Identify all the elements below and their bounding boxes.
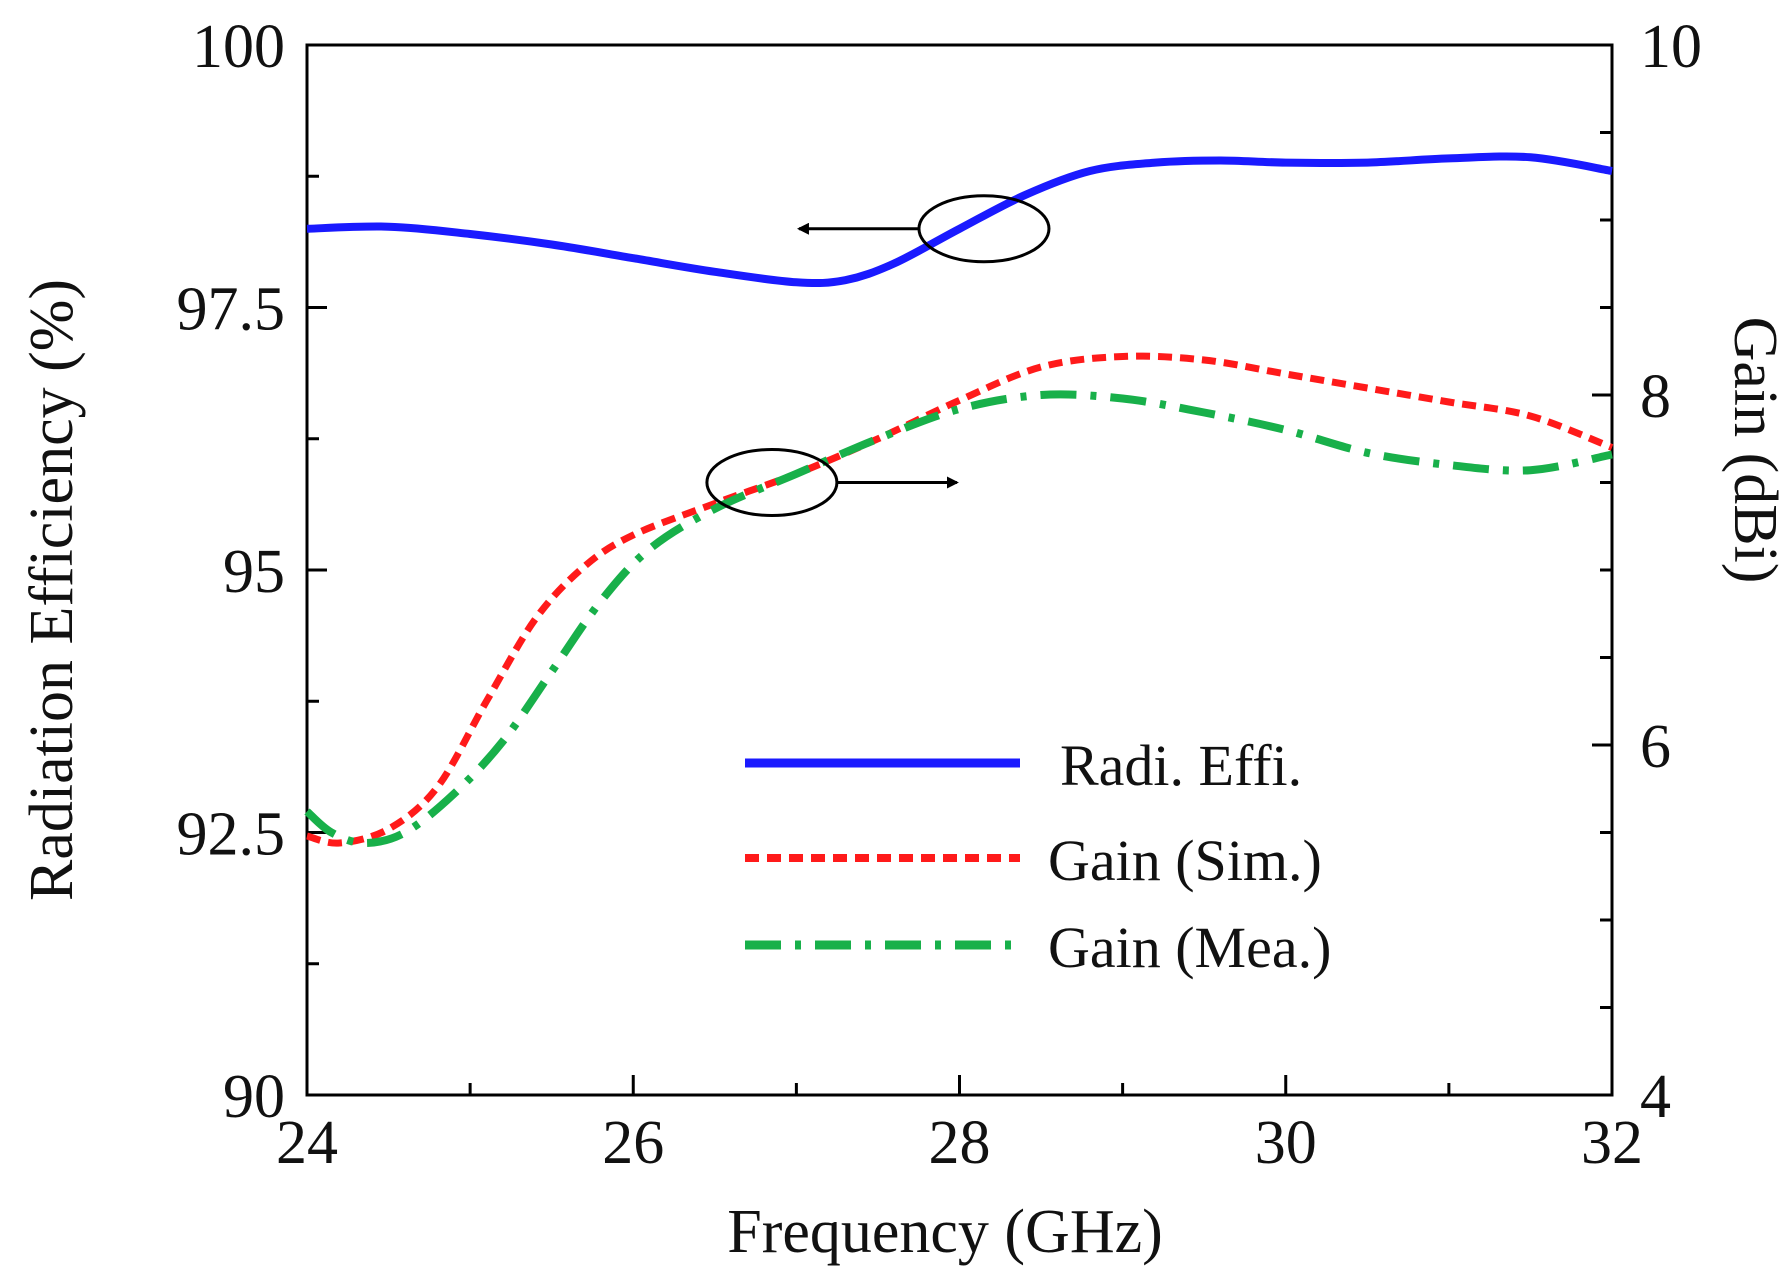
left-axis-ticks: 90 92.5 95 97.5 100 [177,13,327,1131]
x-axis-title: Frequency (GHz) [727,1198,1163,1266]
left-tick-label: 90 [223,1063,285,1131]
left-tick-label: 95 [223,538,285,606]
left-tick-label: 100 [192,13,285,81]
left-tick-label: 92.5 [177,801,286,869]
series-line-gain-mea [304,390,1613,848]
legend-label-gain-sim: Gain (Sim.) [1048,828,1322,893]
right-tick-label: 6 [1640,713,1671,781]
legend-label-radi-effi: Radi. Effi. [1060,733,1302,798]
right-tick-label: 10 [1640,13,1702,81]
annotation-layer [705,194,1051,517]
x-tick-label: 24 [276,1109,338,1177]
series-line-gain-sim [306,352,1614,847]
annotation-ellipse [917,194,1051,264]
series-layer [304,152,1614,848]
plot-frame [305,43,1614,1097]
legend-label-gain-mea: Gain (Mea.) [1048,915,1331,980]
plot-border [305,43,1614,1097]
x-tick-label: 32 [1581,1109,1643,1177]
x-axis-ticks: 24 26 28 30 32 [276,1075,1643,1177]
left-tick-label: 97.5 [177,276,286,344]
right-tick-label: 4 [1640,1063,1671,1131]
x-tick-label: 26 [602,1109,664,1177]
right-axis-title: Gain (dBi) [1721,317,1787,584]
legend: Radi. Effi. Gain (Sim.) Gain (Mea.) [745,733,1331,980]
left-axis-title: Radiation Efficiency (%) [18,279,86,901]
right-tick-label: 8 [1640,363,1671,431]
x-tick-label: 30 [1255,1109,1317,1177]
series-line-radi-effi [306,152,1613,288]
x-tick-label: 28 [929,1109,991,1177]
right-axis-ticks: 4 6 8 10 [1592,13,1702,1131]
